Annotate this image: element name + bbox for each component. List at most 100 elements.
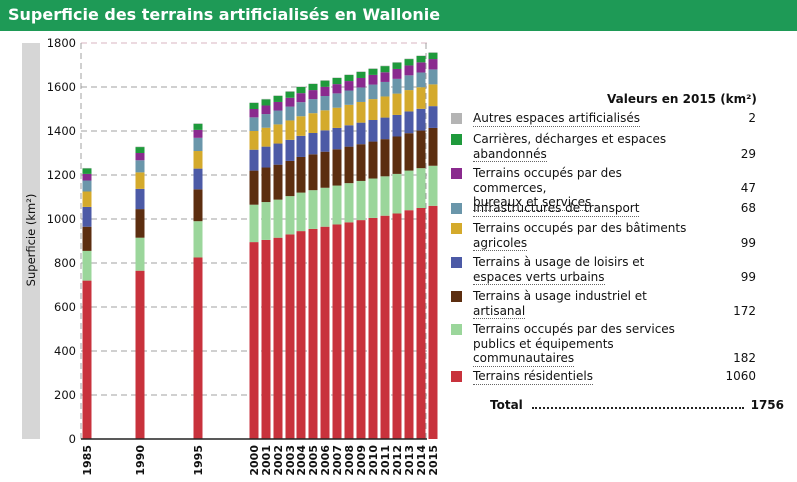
bar-segment: [296, 102, 306, 117]
legend-value: 182: [733, 351, 756, 365]
bar-segment: [296, 231, 306, 439]
legend-label: Terrains occupés par des bâtiments agrico…: [473, 221, 691, 251]
x-tick-label: 1990: [134, 445, 147, 476]
bar-segment: [273, 95, 283, 102]
bar-segment: [285, 139, 295, 161]
y-tick-label: 1800: [47, 36, 76, 50]
y-tick-label: 0: [69, 432, 76, 446]
x-tick-label: 2005: [307, 445, 320, 476]
bar-segment: [249, 149, 259, 171]
legend-title: Valeurs en 2015 (km²): [607, 92, 757, 106]
bar-segment: [193, 137, 203, 152]
x-tick-label: 2013: [403, 445, 416, 476]
x-tick-label: 2003: [284, 445, 297, 476]
bar-segment: [416, 130, 426, 169]
x-tick-label: 2000: [248, 445, 261, 476]
bar-segment: [261, 167, 271, 203]
legend-label-line: communautaires: [473, 351, 691, 367]
legend-value: 47: [740, 180, 756, 195]
bar-segment: [332, 127, 342, 150]
legend-swatch: [451, 371, 462, 382]
legend-value: 29: [740, 146, 756, 161]
bar-segment: [135, 209, 145, 238]
bar-segment: [135, 153, 145, 161]
bar-segment: [273, 237, 283, 439]
bar-segment: [285, 120, 295, 140]
x-tick-label: 2006: [319, 445, 332, 476]
bar-segment: [261, 105, 271, 115]
bar-segment: [261, 99, 271, 106]
bar-segment: [308, 83, 318, 91]
bar-segment: [82, 173, 92, 181]
legend-swatch: [451, 134, 462, 145]
legend-label: Autres espaces artificialisés: [473, 111, 691, 127]
bar-segment: [135, 188, 145, 210]
bar-segment: [320, 226, 330, 439]
bar-segment: [135, 172, 145, 189]
bar-segment: [380, 72, 390, 82]
bar-segment: [332, 77, 342, 85]
bar-segment: [404, 90, 414, 112]
bar-segment: [416, 87, 426, 109]
y-tick-label: 200: [54, 388, 76, 402]
bar-segment: [273, 199, 283, 238]
legend-label-text: Terrains occupés par des commerces,: [473, 166, 622, 195]
x-tick-label: 2004: [295, 445, 308, 476]
bar-segment: [368, 141, 378, 179]
legend-label-text: abandonnés: [473, 146, 547, 162]
bar-segment: [82, 250, 92, 281]
bar-segment: [344, 146, 354, 184]
legend-item: Terrains occupés par des commerces, burea…: [450, 166, 756, 211]
total-row: Total 1756: [490, 398, 784, 412]
bar-segment: [416, 62, 426, 73]
bar-segment: [82, 226, 92, 251]
y-axis-label-band: [22, 43, 40, 439]
bar-segment: [368, 74, 378, 85]
bar-segment: [392, 68, 402, 79]
bar-segment: [404, 210, 414, 439]
bar-segment: [285, 196, 295, 235]
bar-segment: [344, 90, 354, 105]
bar-segment: [308, 113, 318, 133]
bar-segment: [368, 217, 378, 439]
legend-value: 2: [748, 111, 756, 125]
legend-label-text: Terrains résidentiels: [473, 369, 593, 385]
legend-swatch: [451, 168, 462, 179]
bar-segment: [193, 168, 203, 190]
bar-segment: [380, 66, 390, 73]
x-tick-label: 2012: [391, 445, 404, 476]
chart-title: Superficie des terrains artificialisés e…: [8, 5, 441, 24]
bar-segment: [344, 183, 354, 223]
bar-segment: [320, 96, 330, 111]
bar-segment: [404, 133, 414, 171]
legend-item: Terrains à usage de loisirs et espaces ve…: [450, 255, 756, 285]
legend-item: Terrains résidentiels 1060: [450, 369, 756, 385]
bar-segment: [249, 102, 259, 109]
y-tick-label: 1000: [47, 212, 76, 226]
legend-label-line: Terrains occupés par des commerces,: [473, 166, 691, 195]
bar-segment: [296, 192, 306, 232]
bar-segment: [135, 160, 145, 173]
total-value: 1756: [750, 398, 784, 412]
bar-segment: [332, 149, 342, 186]
bar-segment: [249, 242, 259, 439]
bar-segment: [380, 81, 390, 97]
bar-segment: [332, 107, 342, 128]
bar-segment: [308, 90, 318, 100]
bar-segment: [308, 99, 318, 114]
x-tick-label: 2011: [379, 445, 392, 476]
bar-segment: [416, 208, 426, 439]
bar-segment: [428, 165, 438, 206]
legend-label-text: Terrains occupés par des services: [473, 322, 675, 336]
bar-segment: [368, 84, 378, 100]
bar-segment: [82, 180, 92, 192]
bar-segment: [249, 131, 259, 150]
bar-segment: [296, 116, 306, 136]
bar-segment: [428, 106, 438, 128]
bar-segment: [356, 122, 366, 145]
legend-label-line: abandonnés: [473, 146, 691, 162]
legend-label-line: Terrains occupés par des bâtiments: [473, 221, 691, 236]
legend-item: Infrastructures de transport 68: [450, 201, 756, 217]
y-tick-label: 1400: [47, 124, 76, 138]
y-tick-label: 800: [54, 256, 76, 270]
